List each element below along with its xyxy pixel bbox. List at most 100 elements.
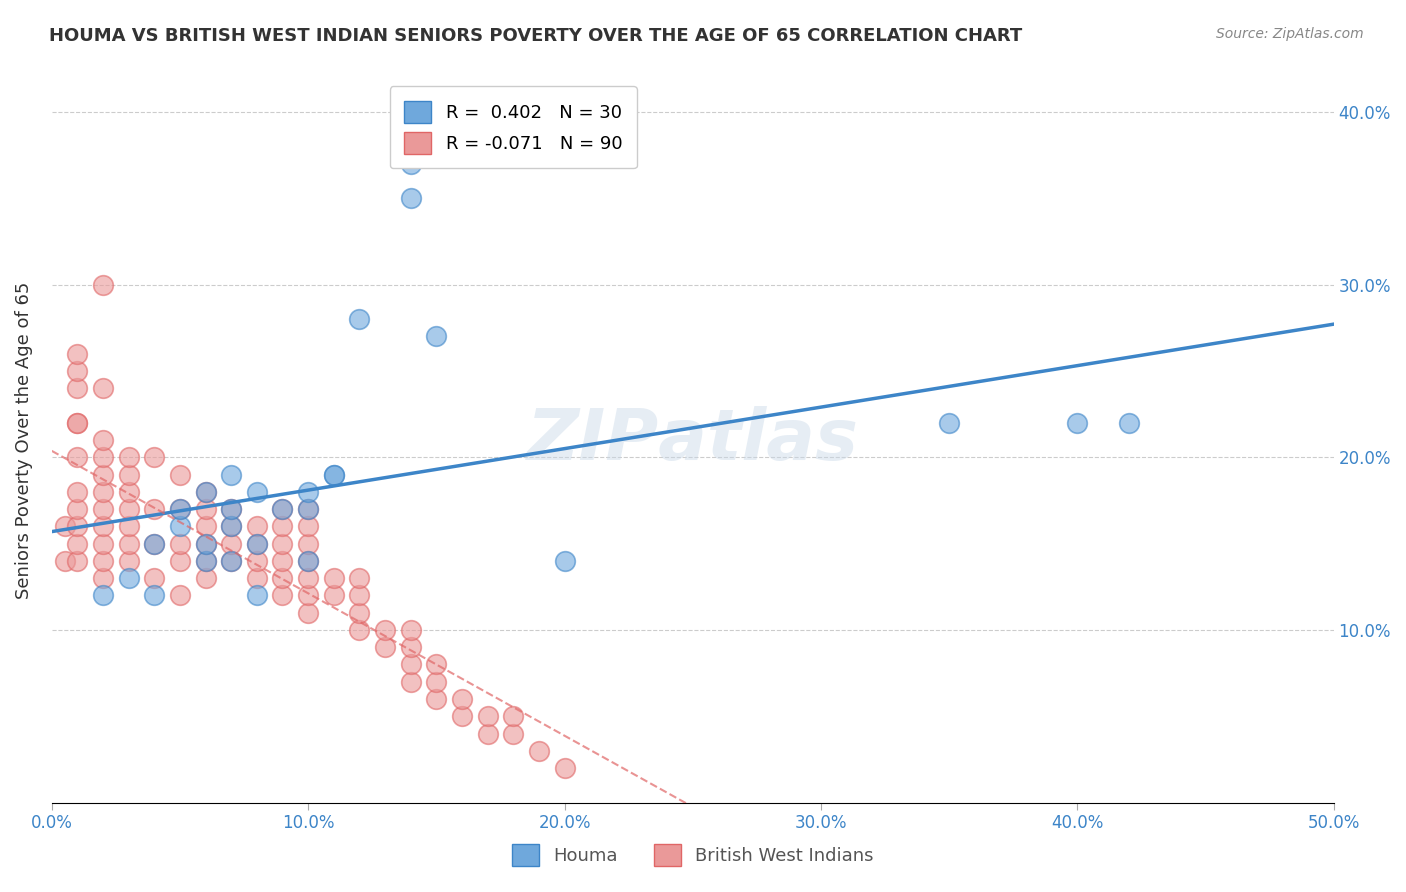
Point [297, 571, 319, 585]
Point [91, 588, 114, 602]
Point [349, 571, 371, 585]
Point [425, 329, 447, 343]
Point [477, 726, 499, 740]
Point [1118, 416, 1140, 430]
Point [219, 519, 242, 533]
Point [169, 502, 191, 516]
Point [399, 674, 422, 689]
Point [219, 519, 242, 533]
Point [399, 191, 422, 205]
Point [91, 554, 114, 568]
Point [246, 554, 269, 568]
Point [271, 571, 294, 585]
Point [66, 484, 89, 499]
Point [451, 709, 474, 723]
Point [66, 554, 89, 568]
Point [143, 588, 166, 602]
Point [297, 588, 319, 602]
Point [219, 467, 242, 482]
Point [553, 761, 575, 775]
Point [91, 484, 114, 499]
Point [91, 467, 114, 482]
Point [246, 519, 269, 533]
Point [246, 484, 269, 499]
Point [425, 674, 447, 689]
Point [297, 606, 319, 620]
Point [349, 588, 371, 602]
Point [246, 588, 269, 602]
Point [53, 554, 76, 568]
Point [502, 726, 524, 740]
Point [194, 484, 217, 499]
Text: HOUMA VS BRITISH WEST INDIAN SENIORS POVERTY OVER THE AGE OF 65 CORRELATION CHAR: HOUMA VS BRITISH WEST INDIAN SENIORS POV… [49, 27, 1022, 45]
Point [66, 381, 89, 395]
Point [118, 467, 141, 482]
Point [297, 502, 319, 516]
Point [118, 554, 141, 568]
Point [118, 502, 141, 516]
Point [169, 502, 191, 516]
Point [477, 709, 499, 723]
Point [91, 519, 114, 533]
Point [169, 536, 191, 550]
Point [322, 467, 344, 482]
Point [143, 536, 166, 550]
Point [194, 571, 217, 585]
Text: ZIP​atlas: ZIP​atlas [527, 406, 859, 475]
Point [425, 692, 447, 706]
Point [66, 347, 89, 361]
Point [143, 571, 166, 585]
Point [246, 571, 269, 585]
Point [451, 692, 474, 706]
Point [169, 554, 191, 568]
Point [297, 502, 319, 516]
Point [194, 536, 217, 550]
Point [271, 502, 294, 516]
Point [322, 467, 344, 482]
Point [66, 536, 89, 550]
Point [118, 450, 141, 465]
Point [297, 536, 319, 550]
Point [91, 433, 114, 447]
Point [271, 536, 294, 550]
Point [91, 450, 114, 465]
Point [399, 657, 422, 672]
Point [194, 484, 217, 499]
Point [246, 536, 269, 550]
Point [527, 744, 550, 758]
Point [502, 709, 524, 723]
Point [118, 519, 141, 533]
Point [143, 536, 166, 550]
Point [219, 502, 242, 516]
Point [194, 536, 217, 550]
Point [118, 484, 141, 499]
Point [194, 554, 217, 568]
Point [91, 571, 114, 585]
Point [194, 502, 217, 516]
Point [91, 502, 114, 516]
Point [271, 554, 294, 568]
Point [66, 416, 89, 430]
Point [374, 640, 396, 655]
Point [194, 519, 217, 533]
Point [53, 519, 76, 533]
Y-axis label: Seniors Poverty Over the Age of 65: Seniors Poverty Over the Age of 65 [15, 281, 32, 599]
Point [399, 157, 422, 171]
Point [297, 554, 319, 568]
Point [297, 519, 319, 533]
Point [1066, 416, 1088, 430]
Point [169, 467, 191, 482]
Text: Source: ZipAtlas.com: Source: ZipAtlas.com [1216, 27, 1364, 41]
Point [194, 554, 217, 568]
Point [349, 606, 371, 620]
Point [91, 277, 114, 292]
Point [938, 416, 960, 430]
Point [66, 502, 89, 516]
Point [219, 502, 242, 516]
Point [374, 623, 396, 637]
Point [553, 554, 575, 568]
Point [349, 623, 371, 637]
Point [169, 519, 191, 533]
Point [118, 571, 141, 585]
Point [246, 536, 269, 550]
